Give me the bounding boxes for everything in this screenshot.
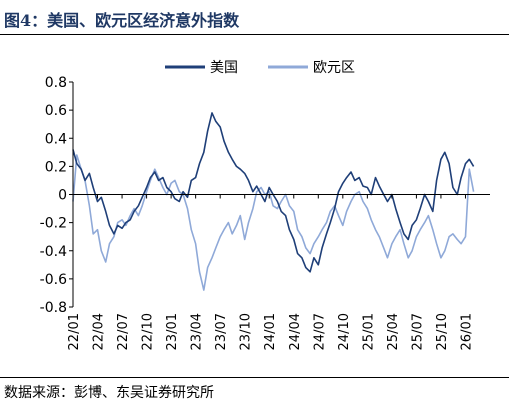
x-tick-label: 25/01 [361,313,376,350]
y-tick-label: 0.4 [45,131,67,147]
x-tick-label: 23/07 [214,313,229,350]
y-tick-label: -0.2 [40,216,67,232]
x-tick-label: 24/04 [288,313,303,350]
economic-surprise-index-chart: 美国 欧元区 0.80.60.40.20-0.2-0.4-0.6-0.822/0… [40,60,490,350]
y-tick-label: -0.6 [40,272,67,288]
x-tick-label: 24/10 [337,313,352,350]
x-tick-label: 24/07 [312,313,327,350]
x-tick-label: 23/10 [239,313,254,350]
source-rule [0,377,509,378]
x-tick-label: 22/10 [141,313,156,350]
y-tick-label: 0.8 [45,75,67,91]
y-tick-label: 0 [58,188,67,204]
legend-ez-label: 欧元区 [313,60,355,76]
x-tick-label: 23/04 [190,313,205,350]
x-tick-label: 26/01 [460,313,475,350]
x-tick-label: 25/04 [386,313,401,350]
x-tick-label: 22/01 [67,313,82,350]
x-tick-label: 25/07 [410,313,425,350]
x-tick-label: 24/01 [263,313,278,350]
figure-title: 图4：美国、欧元区经济意外指数 [4,11,240,30]
source-note: 数据来源：彭博、东吴证券研究所 [4,385,214,401]
title-rule [0,34,509,35]
legend-us-label: 美国 [210,60,238,76]
chart-legend: 美国 欧元区 [165,60,355,76]
x-tick-label: 23/01 [165,313,180,350]
y-tick-label: -0.4 [40,244,67,260]
y-tick-label: -0.8 [40,300,67,316]
series-layer [72,112,475,291]
x-tick-label: 22/04 [92,313,107,350]
series-line-ez [72,154,475,291]
axes-layer: 0.8 0.6 0.4 0.2 0 -0.2 -0.4 -0.6 -0.822/01 22/04 2… [40,75,490,350]
x-tick-label: 22/07 [116,313,131,350]
x-tick-label: 25/10 [435,313,450,350]
y-tick-label: 0.6 [45,103,67,119]
y-tick-label: 0.2 [45,159,67,175]
